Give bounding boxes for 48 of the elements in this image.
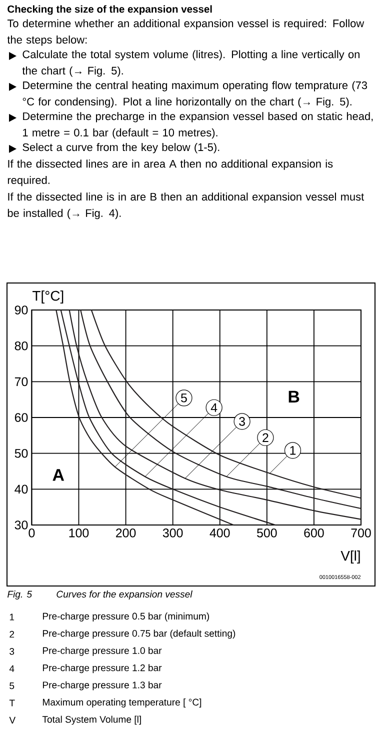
- text: Calculate the total system volume (litres). Plotting a line vertically on the chart (→ Fig. 5).: [22, 50, 360, 77]
- text: Pre-charge pressure 0.75 bar (default setting): [42, 630, 236, 639]
- text: Maximum operating temperature [ °C]: [42, 698, 202, 708]
- text: 3: [10, 648, 14, 655]
- x-tick-label: 200: [116, 528, 136, 538]
- chart-subtitle: To determine whether an additional expansion vessel is required: Follow the steps below:: [7, 19, 364, 46]
- y-tick-label: 70: [14, 377, 28, 386]
- annotation: 2: [262, 433, 268, 442]
- y-axis-title: T[°C]: [32, 290, 64, 304]
- text: Determine the precharge in the expansion vessel based on static head, 1 metre = 0.1 bar (default = 10 metres).: [23, 112, 373, 139]
- text: 4: [9, 665, 14, 672]
- y-tick-label: 80: [14, 341, 28, 350]
- x-tick-label: 400: [210, 528, 230, 538]
- text: Pre-charge pressure 1.3 bar: [42, 681, 162, 690]
- x-tick-label: 100: [69, 528, 89, 538]
- text: 2: [10, 630, 14, 638]
- annotation: 4: [210, 403, 218, 412]
- text: V: [9, 716, 16, 724]
- chart-title: Checking the size of the expansion vessel: [8, 5, 212, 15]
- x-tick-label: 300: [162, 528, 183, 538]
- annotation: 3: [239, 417, 245, 426]
- x-tick-label: 600: [304, 528, 324, 538]
- annotation: 1: [290, 446, 296, 455]
- text: T: [9, 700, 15, 706]
- text: 5: [10, 682, 14, 690]
- y-tick-label: 90: [14, 306, 28, 314]
- text: Pre-charge pressure 1.2 bar: [42, 664, 162, 674]
- caption: Fig. 5: [7, 590, 32, 600]
- text: 1: [10, 614, 14, 620]
- x-tick-label: 700: [351, 528, 371, 538]
- text: Determine the central heating maximum operating flow temprature (73 °C for condensing). Plot a line horizontally on the chart (→ Fig. 5).: [22, 81, 368, 108]
- annotation: A: [52, 469, 64, 481]
- annotation: 5: [181, 394, 187, 402]
- x-tick-label: 0: [28, 528, 35, 538]
- text: Pre-charge pressure 0.5 bar (minimum): [42, 612, 210, 622]
- x-tick-label: 500: [257, 528, 277, 538]
- text: Total System Volume [l]: [42, 716, 141, 725]
- text: If the dissected line is in are B then an additional expansion vessel must be installed (→ Fig. 4).: [8, 192, 364, 220]
- y-tick-label: 60: [14, 413, 28, 422]
- y-tick-label: 40: [14, 484, 28, 494]
- text: Curves for the expansion vessel: [56, 590, 192, 600]
- annotation: B: [288, 390, 300, 402]
- text: Select a curve from the key below (1-5).: [22, 143, 220, 154]
- y-tick-label: 50: [14, 448, 28, 458]
- x-axis-title: V[l]: [340, 550, 360, 564]
- text: If the dissected lines are in area A then no additional expansion is required.: [8, 160, 333, 186]
- y-tick-label: 30: [14, 520, 28, 530]
- text: Pre-charge pressure 1.0 bar: [42, 646, 162, 656]
